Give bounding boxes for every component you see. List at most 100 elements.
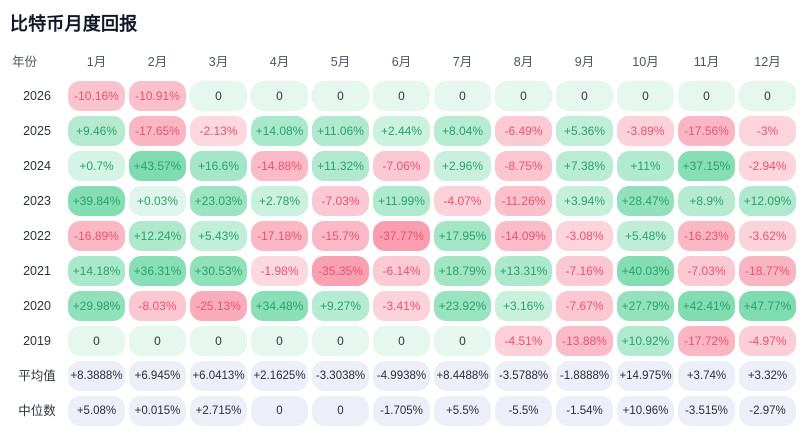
- return-cell: 0: [251, 396, 308, 426]
- return-cell: -10.91%: [129, 81, 186, 111]
- return-cell: 0: [373, 326, 430, 356]
- return-cell: -6.49%: [495, 116, 552, 146]
- return-cell: +36.31%: [129, 256, 186, 286]
- return-cell: -7.03%: [312, 186, 369, 216]
- return-cell: -25.13%: [190, 291, 247, 321]
- row-label: 2022: [23, 229, 51, 243]
- return-cell: 0: [129, 326, 186, 356]
- return-cell: +6.945%: [129, 361, 186, 391]
- return-cell: -1.54%: [556, 396, 613, 426]
- return-cell: 0: [739, 81, 796, 111]
- column-header: 9月: [574, 55, 595, 69]
- return-cell: +27.79%: [617, 291, 674, 321]
- return-cell: -17.72%: [678, 326, 735, 356]
- row-label: 平均值: [18, 369, 56, 383]
- return-cell: 0: [68, 326, 125, 356]
- row-label: 2023: [23, 194, 51, 208]
- return-cell: 0: [434, 81, 491, 111]
- row-label: 2021: [23, 264, 51, 278]
- return-cell: -1.705%: [373, 396, 430, 426]
- column-header: 10月: [632, 55, 659, 69]
- return-cell: +34.48%: [251, 291, 308, 321]
- return-cell: +8.9%: [678, 186, 735, 216]
- row-label: 2026: [23, 89, 51, 103]
- return-cell: 0: [556, 81, 613, 111]
- return-cell: -4.97%: [739, 326, 796, 356]
- return-cell: -1.8888%: [556, 361, 613, 391]
- return-cell: -7.16%: [556, 256, 613, 286]
- column-header: 8月: [513, 55, 534, 69]
- return-cell: 0: [312, 326, 369, 356]
- return-cell: +2.1625%: [251, 361, 308, 391]
- column-header: 4月: [269, 55, 290, 69]
- monthly-returns-table: 年份 1月 2月 3月 4月 5月 6月 7月 8月 9月 10月 11月 12月 2026 -10.16%…: [10, 50, 796, 426]
- return-cell: +16.6%: [190, 151, 247, 181]
- return-cell: +8.3888%: [68, 361, 125, 391]
- return-cell: +40.03%: [617, 256, 674, 286]
- row-label: 2019: [23, 334, 51, 348]
- return-cell: +18.79%: [434, 256, 491, 286]
- return-cell: 0: [312, 81, 369, 111]
- return-cell: +29.98%: [68, 291, 125, 321]
- page-title: 比特币月度回报: [10, 14, 138, 34]
- return-cell: +47.77%: [739, 291, 796, 321]
- return-cell: +17.95%: [434, 221, 491, 251]
- return-cell: +12.24%: [129, 221, 186, 251]
- return-cell: +28.47%: [617, 186, 674, 216]
- return-cell: 0: [495, 81, 552, 111]
- return-cell: -6.14%: [373, 256, 430, 286]
- column-header: 7月: [452, 55, 473, 69]
- return-cell: +23.92%: [434, 291, 491, 321]
- return-cell: +7.38%: [556, 151, 613, 181]
- return-cell: -3.41%: [373, 291, 430, 321]
- return-cell: +3.16%: [495, 291, 552, 321]
- column-header: 3月: [208, 55, 229, 69]
- return-cell: -15.7%: [312, 221, 369, 251]
- row-label: 中位数: [18, 404, 56, 418]
- return-cell: +42.41%: [678, 291, 735, 321]
- return-cell: +14.18%: [68, 256, 125, 286]
- return-cell: +5.5%: [434, 396, 491, 426]
- return-cell: -1.98%: [251, 256, 308, 286]
- column-header: 12月: [754, 55, 781, 69]
- return-cell: +10.92%: [617, 326, 674, 356]
- return-cell: -18.77%: [739, 256, 796, 286]
- row-header-label: 年份: [12, 55, 38, 69]
- return-cell: -17.65%: [129, 116, 186, 146]
- column-header: 5月: [330, 55, 351, 69]
- return-cell: +6.0413%: [190, 361, 247, 391]
- return-cell: -2.13%: [190, 116, 247, 146]
- return-cell: +8.04%: [434, 116, 491, 146]
- return-cell: +13.31%: [495, 256, 552, 286]
- column-header: 6月: [391, 55, 412, 69]
- return-cell: 0: [373, 81, 430, 111]
- return-cell: -5.5%: [495, 396, 552, 426]
- return-cell: +5.43%: [190, 221, 247, 251]
- return-cell: +5.48%: [617, 221, 674, 251]
- column-header: 1月: [86, 55, 107, 69]
- return-cell: -37.77%: [373, 221, 430, 251]
- return-cell: +0.7%: [68, 151, 125, 181]
- return-cell: +2.715%: [190, 396, 247, 426]
- return-cell: -16.89%: [68, 221, 125, 251]
- return-cell: -3.5788%: [495, 361, 552, 391]
- return-cell: +14.08%: [251, 116, 308, 146]
- row-label: 2024: [23, 159, 51, 173]
- return-cell: -14.88%: [251, 151, 308, 181]
- return-cell: +14.975%: [617, 361, 674, 391]
- return-cell: -8.03%: [129, 291, 186, 321]
- return-cell: 0: [678, 81, 735, 111]
- return-cell: +0.015%: [129, 396, 186, 426]
- return-cell: -17.56%: [678, 116, 735, 146]
- return-cell: +3.94%: [556, 186, 613, 216]
- return-cell: +11%: [617, 151, 674, 181]
- return-cell: +11.32%: [312, 151, 369, 181]
- return-cell: +5.36%: [556, 116, 613, 146]
- return-cell: +9.27%: [312, 291, 369, 321]
- return-cell: +2.96%: [434, 151, 491, 181]
- return-cell: +30.53%: [190, 256, 247, 286]
- return-cell: -11.26%: [495, 186, 552, 216]
- return-cell: -2.94%: [739, 151, 796, 181]
- return-cell: 0: [190, 326, 247, 356]
- return-cell: +10.96%: [617, 396, 674, 426]
